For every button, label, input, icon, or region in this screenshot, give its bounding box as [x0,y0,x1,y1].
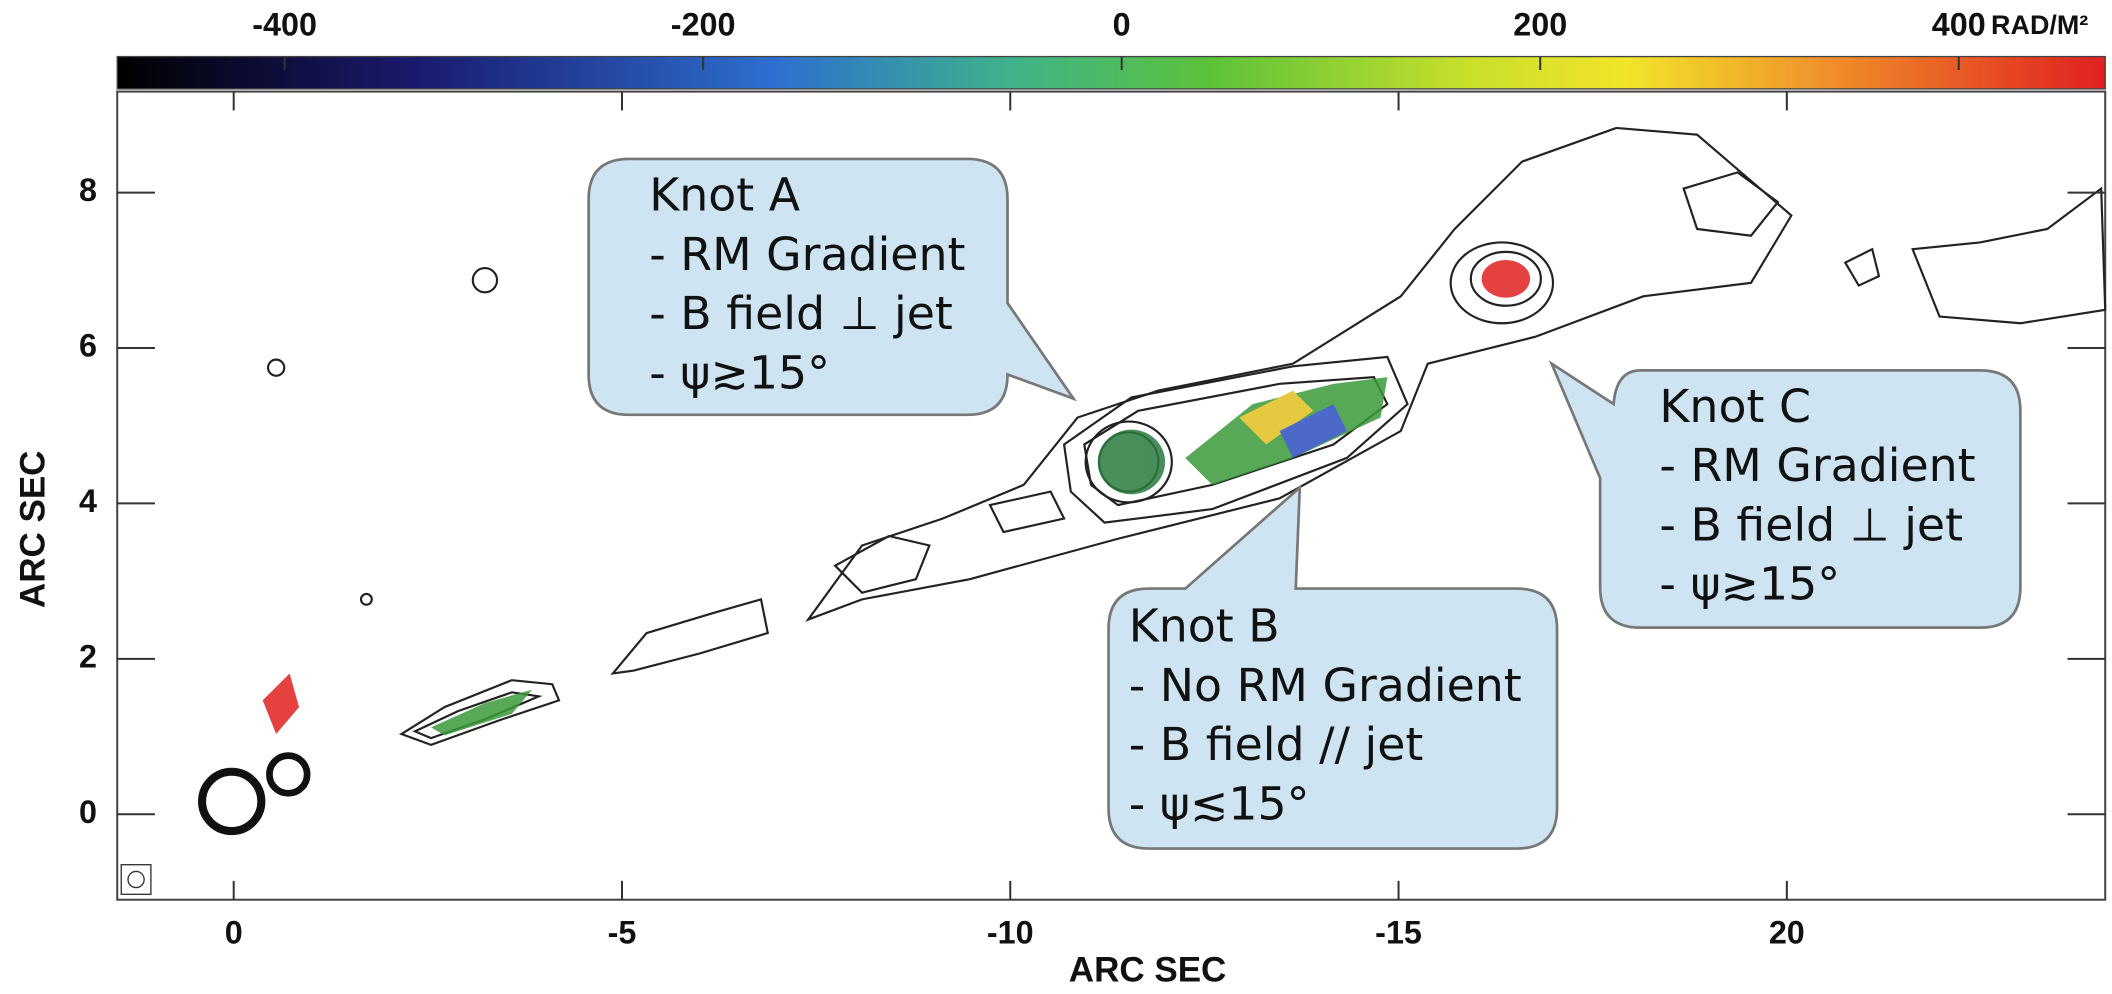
annotation-line: - No RM Gradient [1129,658,1522,712]
page: {"chart_data": { "type": "contour-map", … [0,0,2112,994]
x-tick-label: 0 [225,914,243,950]
rm-patch [1482,260,1530,298]
x-tick-label: -5 [608,914,637,950]
annotation-title: Knot A [649,167,800,221]
contour [1684,172,1778,235]
rm-patch [263,673,299,734]
core-contours [269,756,307,794]
colorbar-tick-label: 400 [1932,6,1986,42]
figure: Knot A- RM Gradient- B field ⊥ jet- ψ≳15… [0,0,2112,994]
y-tick-label: 6 [79,328,97,364]
annotation-title: Knot B [1129,598,1280,652]
colorbar-tick-label: -400 [252,6,317,42]
rm-patch [1098,430,1165,495]
annotation-title: Knot C [1659,379,1811,433]
contour [990,492,1064,532]
annotation-line: - B field ⊥ jet [1659,497,1963,551]
y-tick-label: 0 [79,794,97,830]
colorbar [117,57,2105,89]
annotation-line: - RM Gradient [649,227,965,281]
colorbar-tick-label: 200 [1513,6,1567,42]
colorbar-tick-label: 0 [1113,6,1131,42]
annotation-line: - ψ≲15° [1129,776,1310,830]
contour [613,599,768,673]
contour [361,594,372,605]
annotation-line: - B field ⊥ jet [649,286,953,340]
contour [1845,249,1879,285]
y-tick-label: 2 [79,638,97,674]
annotation-line: - ψ≳15° [649,345,830,399]
contour [473,268,497,292]
x-tick-label: -15 [1375,914,1422,950]
colorbar-label: RAD/M² [1991,10,2088,40]
callouts: Knot A- RM Gradient- B field ⊥ jet- ψ≳15… [589,159,2021,849]
x-axis-label: ARC SEC [1069,951,1227,990]
beam [128,871,144,887]
colorbar-tick-label: -200 [671,6,736,42]
annotation-line: - ψ≳15° [1659,557,1840,611]
core-contours [202,772,261,831]
y-tick-label: 4 [79,483,97,519]
annotation-line: - B field // jet [1129,717,1424,771]
y-axis-label: ARC SEC [13,451,52,609]
contour [268,360,284,376]
annotation-line: - RM Gradient [1659,438,1975,492]
contour [1913,189,2106,324]
beam-box [121,865,151,895]
x-tick-label: 20 [1769,914,1805,950]
y-tick-label: 8 [79,172,97,208]
rm-patch [431,690,532,736]
x-tick-label: -10 [987,914,1034,950]
